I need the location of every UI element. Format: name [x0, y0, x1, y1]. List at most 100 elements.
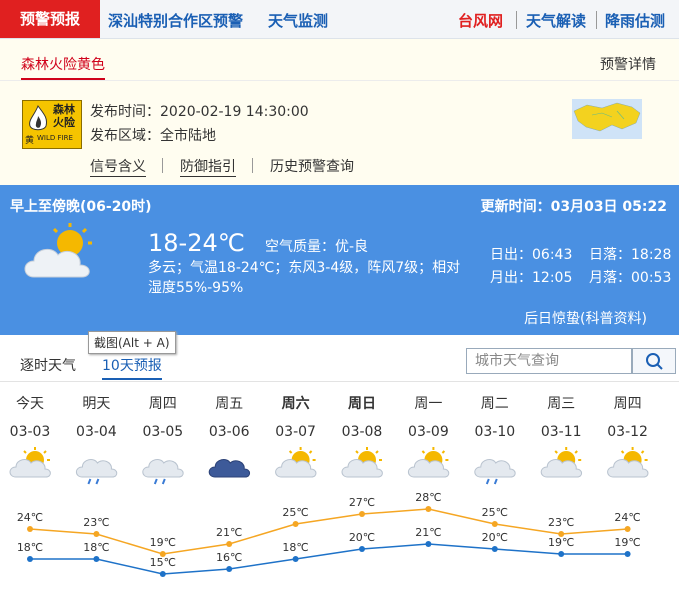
- alert-link[interactable]: 防御指引: [180, 156, 236, 177]
- weather-icon: [208, 459, 251, 478]
- temp-label: 20℃: [349, 531, 375, 544]
- alert-area: 发布区域：全市陆地: [90, 128, 216, 144]
- search-input[interactable]: 城市天气查询: [466, 348, 632, 374]
- date-label: 03-04: [76, 424, 117, 440]
- moonrise: 月出：12:05: [490, 270, 573, 286]
- nav-link[interactable]: 台风网: [458, 12, 504, 30]
- separator: [252, 158, 253, 173]
- date-label: 03-11: [541, 424, 582, 440]
- divider: [0, 80, 679, 81]
- temp-label: 18℃: [17, 541, 43, 554]
- nav-link[interactable]: 天气解读: [526, 12, 587, 30]
- temp-label: 28℃: [415, 491, 441, 504]
- weather-icon: [275, 447, 317, 478]
- nav-link[interactable]: 天气监测: [268, 12, 329, 30]
- date-label: 03-12: [607, 424, 648, 440]
- temp-label: 25℃: [282, 506, 308, 519]
- temp-label: 20℃: [482, 531, 508, 544]
- date-label: 03-08: [342, 424, 383, 440]
- temp-point: [292, 521, 299, 527]
- temp-point: [558, 531, 565, 537]
- temp-range: 18-24℃: [148, 229, 245, 257]
- temp-point: [491, 546, 498, 552]
- icon-text: 黄: [25, 136, 35, 146]
- alert-panel: 森林火险黄色 预警详情 森林 火险 黄 WILD FIRE 发布时间：2020-…: [0, 39, 679, 185]
- tooltip: 截图(Alt + A): [88, 331, 176, 354]
- description: 多云；气温18-24℃；东风3-4级，阵风7级；相对湿度55%-95%: [148, 260, 461, 296]
- cloud: [540, 459, 583, 478]
- sunset: 日落：18:28: [589, 247, 672, 263]
- icon-text: 森林: [53, 103, 75, 116]
- temp-label: 23℃: [83, 516, 109, 529]
- temp-label: 15℃: [150, 556, 176, 569]
- separator: [516, 11, 517, 29]
- temp-point: [159, 571, 166, 577]
- sun-rays: [421, 447, 449, 461]
- temp-point: [226, 541, 233, 547]
- cloud: [75, 459, 118, 478]
- tab-active[interactable]: 10天预报: [102, 355, 162, 380]
- alert-icon: 森林 火险 黄 WILD FIRE: [22, 100, 82, 149]
- weather-icon: [407, 447, 450, 478]
- alert-detail[interactable]: 预警详情: [600, 57, 656, 73]
- temp-point: [93, 531, 100, 537]
- rain-drops: [87, 478, 100, 485]
- map-thumbnail[interactable]: [572, 99, 642, 139]
- rain-drops: [153, 478, 166, 485]
- temp-point: [93, 556, 100, 562]
- solar-term[interactable]: 后日惊蛰(科普资料): [524, 311, 647, 327]
- nav-link[interactable]: 深汕特别合作区预警: [108, 12, 244, 30]
- alert-link[interactable]: 信号含义: [90, 156, 146, 177]
- cloud: [341, 459, 383, 478]
- day-label: 周三: [547, 396, 575, 412]
- nav-active[interactable]: 预警预报: [0, 0, 100, 38]
- tab[interactable]: 逐时天气: [20, 358, 76, 374]
- search-button[interactable]: [632, 348, 676, 374]
- sun-rays: [554, 447, 582, 461]
- day-label: 周五: [215, 396, 243, 412]
- today-panel: 早上至傍晚(06-20时) 更新时间：03月03日 05:22 18-24℃ 空…: [0, 185, 679, 335]
- cloud: [474, 459, 516, 478]
- alert-link[interactable]: 历史预警查询: [270, 159, 354, 175]
- day-label: 周日: [348, 396, 376, 412]
- day-label: 周四: [149, 396, 177, 412]
- date-label: 03-03: [10, 424, 51, 440]
- temp-label: 25℃: [482, 506, 508, 519]
- icon-text: WILD FIRE: [37, 134, 73, 142]
- temp-point: [558, 551, 565, 557]
- temp-point: [292, 556, 299, 562]
- separator: [162, 158, 163, 173]
- alert-tab[interactable]: 森林火险黄色: [21, 54, 105, 80]
- date-label: 03-05: [142, 424, 183, 440]
- temp-point: [359, 546, 365, 552]
- temp-label: 23℃: [548, 516, 574, 529]
- temp-point: [425, 541, 432, 547]
- date-label: 03-09: [408, 424, 449, 440]
- cloud: [275, 459, 317, 478]
- temp-point: [27, 556, 33, 562]
- temp-label: 18℃: [83, 541, 109, 554]
- cloud: [9, 459, 51, 478]
- date-label: 03-10: [474, 424, 515, 440]
- alert-time: 发布时间：2020-02-19 14:30:00: [90, 104, 309, 120]
- temp-point: [491, 521, 498, 527]
- cloud: [407, 459, 450, 478]
- sun-rays: [23, 447, 50, 461]
- weather-icon: [24, 223, 92, 278]
- weather-icon: [341, 447, 383, 478]
- temp-label: 19℃: [614, 536, 640, 549]
- temp-point: [226, 566, 233, 572]
- day-label: 周四: [614, 396, 642, 412]
- weather-icon: [607, 447, 649, 478]
- temp-label: 18℃: [282, 541, 308, 554]
- date-label: 03-06: [209, 424, 250, 440]
- divider: [0, 381, 679, 382]
- temp-label: 19℃: [548, 536, 574, 549]
- nav-bar: 预警预报 深汕特别合作区预警 天气监测 台风网 天气解读 降雨估测: [0, 0, 679, 39]
- temp-label: 24℃: [17, 511, 43, 524]
- updated: 更新时间：03月03日 05:22: [480, 199, 667, 215]
- sunrise: 日出：06:43: [490, 247, 573, 263]
- nav-link[interactable]: 降雨估测: [605, 12, 666, 30]
- day-label: 今天: [16, 396, 44, 412]
